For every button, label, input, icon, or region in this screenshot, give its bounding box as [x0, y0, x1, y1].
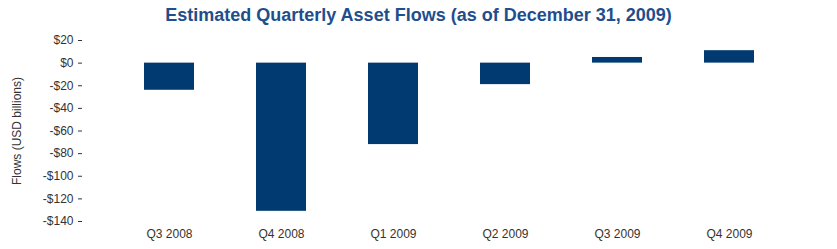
svg-text:Q3 2009: Q3 2009: [594, 227, 640, 241]
svg-text:-$60: -$60: [49, 124, 73, 138]
svg-text:Q1 2009: Q1 2009: [370, 227, 416, 241]
svg-text:Q4 2009: Q4 2009: [706, 227, 752, 241]
svg-text:-$120: -$120: [43, 192, 74, 206]
svg-text:$0: $0: [60, 56, 74, 70]
svg-text:Flows (USD billions): Flows (USD billions): [10, 77, 24, 185]
svg-text:Q2 2009: Q2 2009: [482, 227, 528, 241]
svg-text:-$140: -$140: [43, 214, 74, 228]
html-text:Estimated Quarterly Asset Flow: Estimated Quarterly Asset Flows (as of D…: [165, 5, 672, 25]
svg-text:Q4 2008: Q4 2008: [258, 227, 304, 241]
svg-text:-$40: -$40: [49, 101, 73, 115]
svg-text:-$100: -$100: [43, 169, 74, 183]
svg-text:Q3 2008: Q3 2008: [146, 227, 192, 241]
svg-text:-$20: -$20: [49, 79, 73, 93]
svg-text:$20: $20: [53, 33, 73, 47]
svg-text:-$80: -$80: [49, 146, 73, 160]
